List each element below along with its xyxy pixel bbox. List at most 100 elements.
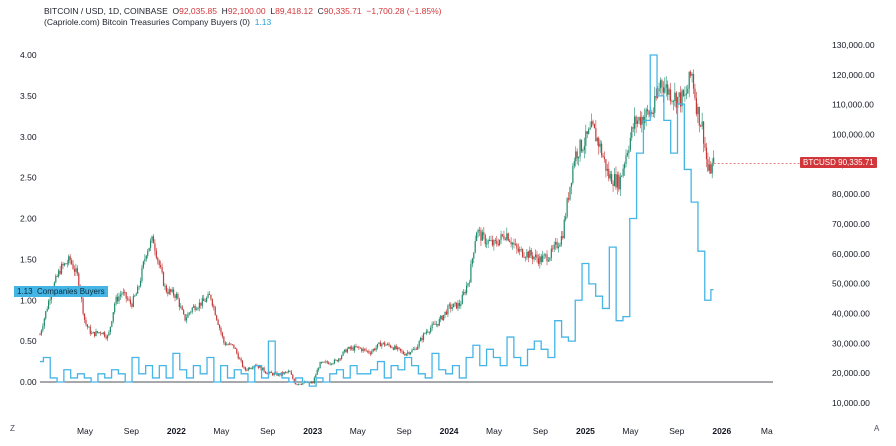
candle-body <box>414 348 416 350</box>
candle-body <box>82 298 84 314</box>
candle-body <box>203 298 205 301</box>
candle-body <box>231 344 234 346</box>
candle-body <box>310 382 313 383</box>
candle-body <box>453 303 455 308</box>
candle-body <box>432 323 435 325</box>
candle-body <box>375 347 377 351</box>
candle-body <box>408 352 410 355</box>
candle-body <box>101 333 103 335</box>
candle-body <box>546 254 548 262</box>
candle-body <box>85 319 87 325</box>
candle-body <box>658 88 660 92</box>
candle-body <box>39 334 41 336</box>
candle-body <box>247 367 249 371</box>
candle-body <box>665 84 667 88</box>
candle-body <box>58 270 60 277</box>
timezone-corner[interactable]: Z <box>10 424 15 433</box>
candle-body <box>251 367 254 369</box>
candle-body <box>59 270 61 274</box>
indicator-header[interactable]: (Capriole.com) Bitcoin Treasuries Compan… <box>44 17 271 27</box>
candle-body <box>480 230 482 241</box>
candle-body <box>285 372 287 373</box>
candle-body <box>668 89 670 95</box>
candle-body <box>164 285 166 287</box>
candle-body <box>371 351 373 354</box>
candle-body <box>536 254 538 259</box>
candle-body <box>213 305 215 308</box>
candle-body <box>361 348 363 352</box>
candle-body <box>710 164 712 174</box>
candle-body <box>207 294 209 298</box>
candle-body <box>496 240 498 244</box>
candle-body <box>180 306 182 308</box>
candle-body <box>125 292 127 299</box>
candle-body <box>78 273 80 286</box>
candle-body <box>514 244 517 245</box>
candle-body <box>509 240 511 243</box>
candle-body <box>216 315 218 320</box>
candle-body <box>667 84 669 95</box>
candle-body <box>323 361 325 363</box>
candle-body <box>336 360 338 362</box>
candle-body <box>695 98 698 115</box>
candle-body <box>161 266 163 273</box>
left-axis-tick: 2.50 <box>20 173 37 183</box>
candle-body <box>510 242 512 245</box>
candle-body <box>155 250 157 258</box>
candle-body <box>330 363 333 365</box>
candle-body <box>562 236 564 239</box>
change-value: −1,700.28 (−1.85%) <box>366 6 442 16</box>
candle-body <box>108 332 110 336</box>
candle-body <box>500 234 502 240</box>
candle-body <box>526 251 528 258</box>
candle-body <box>468 282 471 284</box>
x-axis-tick: 2023 <box>303 426 322 436</box>
x-axis-tick: Ma <box>761 426 773 436</box>
candle-body <box>168 289 170 294</box>
candle-body <box>141 267 143 281</box>
candle-body <box>491 240 494 246</box>
candle-body <box>694 88 696 99</box>
candle-body <box>364 348 366 350</box>
candle-body <box>711 162 713 174</box>
candle-body <box>266 372 268 375</box>
candle-body <box>476 232 478 242</box>
left-tag-label: Companies Buyers <box>37 287 105 296</box>
candle-body <box>542 255 544 262</box>
candle-body <box>70 260 73 264</box>
candle-body <box>563 219 565 239</box>
candle-body <box>138 286 140 288</box>
candle-body <box>460 304 462 306</box>
candle-body <box>675 92 677 108</box>
candle-body <box>398 347 400 349</box>
candle-body <box>89 326 91 334</box>
candle-body <box>488 240 491 241</box>
candle-body <box>681 90 683 107</box>
candle-body <box>445 311 448 315</box>
candle-body <box>372 349 374 352</box>
candle-body <box>625 155 627 164</box>
candle-body <box>295 382 297 385</box>
candle-body <box>230 343 232 345</box>
indicator-value-tag: 1.13 Companies Buyers <box>14 286 108 297</box>
candle-body <box>75 268 77 272</box>
candle-body <box>137 286 139 294</box>
candle-body <box>458 303 461 306</box>
candle-body <box>112 312 114 322</box>
candle-body <box>259 365 261 368</box>
candle-body <box>326 361 328 363</box>
candle-body <box>593 124 596 129</box>
candle-body <box>540 256 542 262</box>
indicator-value: 1.13 <box>254 17 272 27</box>
auto-scale-toggle[interactable]: A <box>874 424 880 433</box>
candle-body <box>417 346 419 350</box>
candle-body <box>116 296 119 302</box>
low-label: L <box>270 6 276 16</box>
candle-body <box>104 332 106 337</box>
candle-body <box>700 125 702 127</box>
candle-body <box>631 127 633 138</box>
x-axis-tick: May <box>213 426 230 436</box>
candle-body <box>632 127 634 129</box>
candle-body <box>124 292 126 293</box>
